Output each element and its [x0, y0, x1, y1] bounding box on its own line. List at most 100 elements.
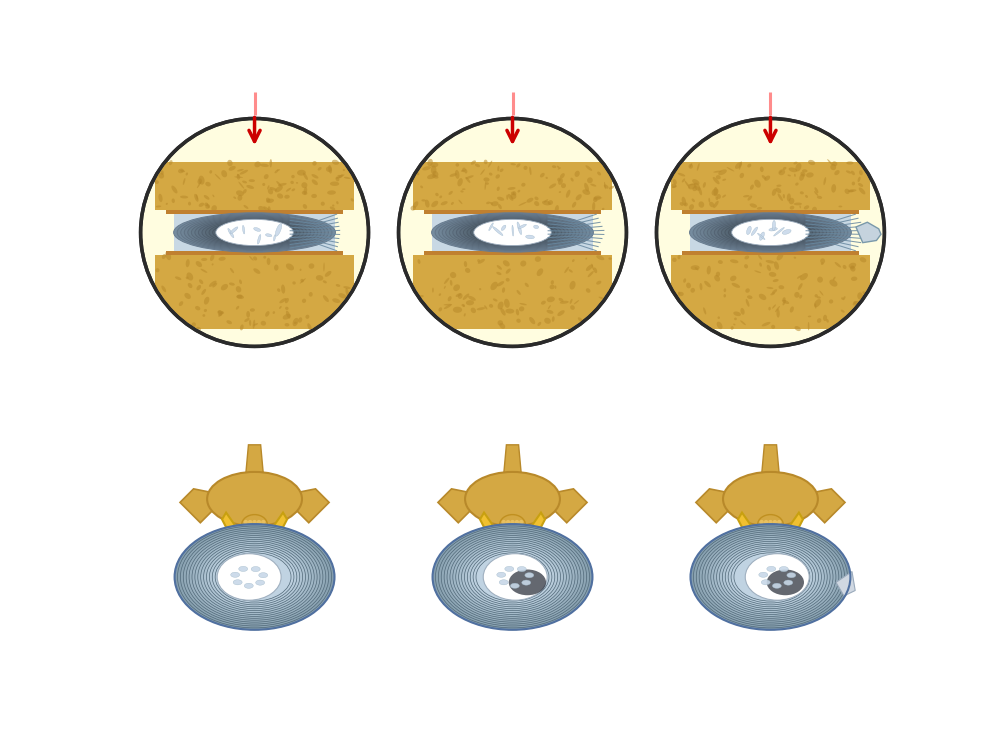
Circle shape	[773, 525, 776, 528]
Ellipse shape	[841, 297, 843, 300]
Ellipse shape	[450, 272, 456, 278]
Ellipse shape	[808, 322, 809, 331]
Circle shape	[773, 520, 776, 524]
Ellipse shape	[678, 292, 684, 296]
Ellipse shape	[522, 580, 531, 585]
Circle shape	[253, 525, 256, 528]
Ellipse shape	[722, 194, 726, 198]
Ellipse shape	[311, 174, 318, 178]
Ellipse shape	[456, 163, 459, 166]
Ellipse shape	[302, 298, 306, 303]
Ellipse shape	[277, 194, 283, 199]
Ellipse shape	[853, 301, 857, 304]
Circle shape	[249, 530, 252, 533]
Ellipse shape	[259, 573, 268, 578]
Ellipse shape	[804, 206, 809, 209]
Ellipse shape	[570, 305, 575, 310]
Ellipse shape	[802, 170, 808, 172]
Ellipse shape	[498, 204, 502, 209]
Ellipse shape	[510, 163, 516, 165]
Ellipse shape	[673, 179, 677, 184]
Ellipse shape	[757, 207, 762, 210]
Ellipse shape	[444, 532, 581, 622]
Ellipse shape	[740, 320, 746, 326]
Ellipse shape	[205, 204, 210, 209]
Ellipse shape	[775, 306, 780, 312]
Ellipse shape	[779, 170, 782, 173]
Ellipse shape	[471, 222, 554, 243]
Ellipse shape	[179, 302, 183, 306]
Ellipse shape	[830, 164, 836, 170]
Ellipse shape	[546, 177, 548, 179]
Ellipse shape	[800, 191, 804, 194]
Ellipse shape	[198, 218, 311, 246]
Ellipse shape	[274, 265, 278, 271]
Circle shape	[760, 530, 763, 533]
Ellipse shape	[202, 314, 205, 316]
Ellipse shape	[596, 255, 604, 260]
Ellipse shape	[519, 303, 527, 305]
Ellipse shape	[256, 580, 265, 585]
Ellipse shape	[204, 202, 208, 206]
Ellipse shape	[772, 584, 781, 588]
Ellipse shape	[853, 301, 859, 305]
Ellipse shape	[294, 322, 297, 324]
Ellipse shape	[278, 183, 287, 186]
Ellipse shape	[541, 301, 546, 304]
Ellipse shape	[268, 188, 273, 194]
Ellipse shape	[468, 296, 476, 301]
Ellipse shape	[220, 224, 289, 242]
Ellipse shape	[249, 320, 251, 326]
Ellipse shape	[323, 262, 325, 272]
Polygon shape	[438, 489, 475, 523]
Ellipse shape	[735, 162, 742, 169]
Ellipse shape	[210, 254, 214, 261]
Ellipse shape	[707, 217, 834, 248]
Ellipse shape	[286, 263, 294, 271]
Circle shape	[253, 530, 256, 533]
Ellipse shape	[516, 164, 520, 167]
Ellipse shape	[284, 195, 290, 199]
Ellipse shape	[585, 257, 587, 259]
Ellipse shape	[323, 280, 327, 284]
Ellipse shape	[500, 308, 506, 316]
Ellipse shape	[243, 189, 247, 194]
Ellipse shape	[192, 536, 317, 618]
Ellipse shape	[337, 175, 340, 176]
Ellipse shape	[751, 227, 758, 236]
Ellipse shape	[569, 280, 576, 290]
Polygon shape	[480, 512, 545, 541]
Ellipse shape	[687, 184, 695, 185]
Ellipse shape	[787, 573, 796, 578]
Ellipse shape	[860, 257, 866, 262]
Ellipse shape	[689, 204, 694, 210]
Ellipse shape	[858, 183, 863, 187]
Ellipse shape	[158, 172, 164, 178]
Ellipse shape	[862, 291, 867, 296]
Ellipse shape	[180, 528, 329, 626]
Ellipse shape	[690, 524, 850, 630]
Ellipse shape	[465, 268, 470, 273]
Ellipse shape	[242, 514, 267, 535]
Ellipse shape	[774, 227, 784, 236]
Ellipse shape	[602, 208, 604, 210]
Ellipse shape	[309, 292, 313, 297]
Ellipse shape	[557, 166, 560, 168]
Ellipse shape	[186, 259, 190, 267]
Ellipse shape	[505, 309, 514, 314]
Ellipse shape	[777, 254, 783, 260]
Ellipse shape	[725, 547, 816, 607]
Ellipse shape	[286, 310, 290, 319]
Ellipse shape	[714, 218, 827, 246]
Ellipse shape	[841, 310, 845, 313]
Ellipse shape	[456, 539, 569, 614]
Ellipse shape	[537, 322, 541, 326]
Ellipse shape	[191, 217, 318, 248]
Ellipse shape	[714, 275, 720, 281]
Ellipse shape	[478, 224, 547, 242]
Ellipse shape	[204, 297, 209, 304]
Ellipse shape	[321, 202, 325, 206]
Circle shape	[778, 530, 781, 533]
Ellipse shape	[537, 268, 543, 276]
Ellipse shape	[725, 221, 816, 244]
